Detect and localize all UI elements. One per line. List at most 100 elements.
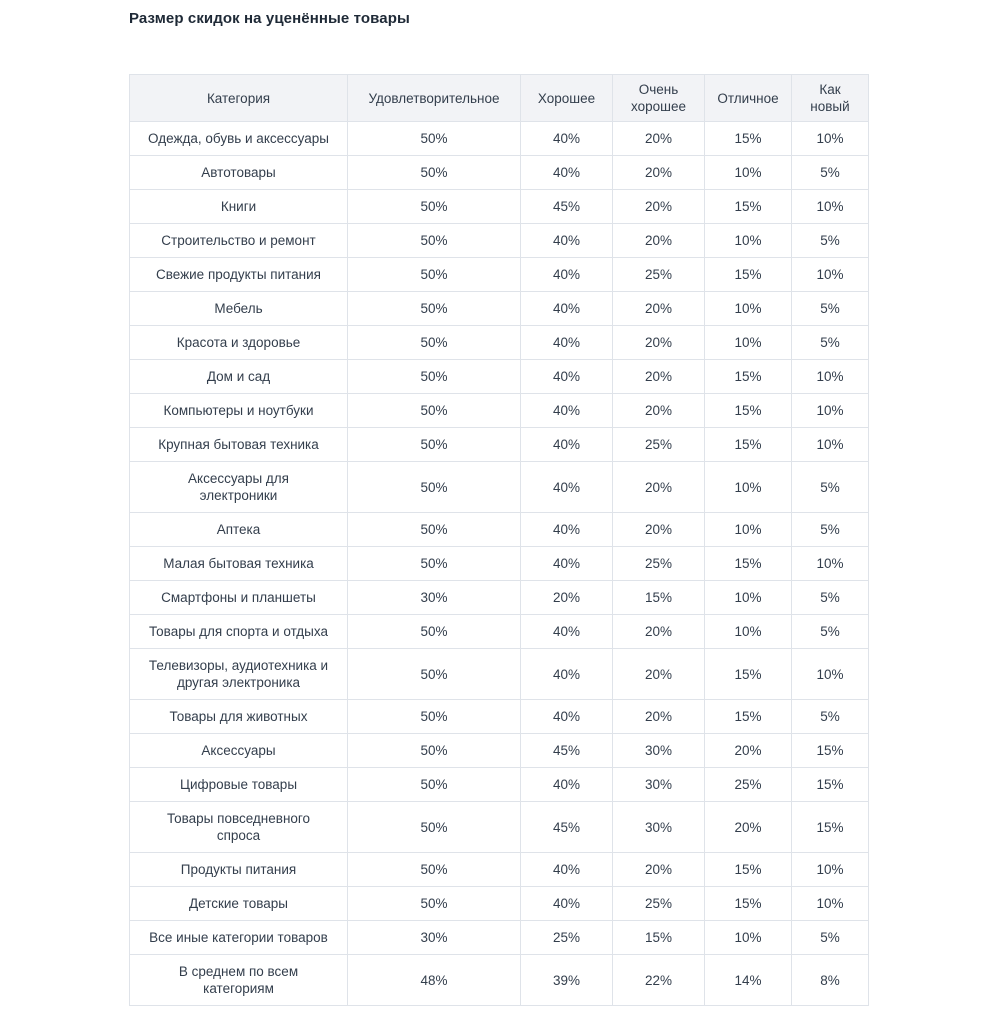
table-row: В среднем по всем категориям 48% 39% 22% 14%… <box>129 954 869 1006</box>
value-cell: 50% <box>347 512 521 547</box>
value-cell: 10% <box>791 648 869 700</box>
category-cell: Смартфоны и планшеты <box>129 580 348 615</box>
value-cell: 40% <box>520 257 613 292</box>
value-cell: 50% <box>347 648 521 700</box>
value-cell: 25% <box>612 257 705 292</box>
value-cell: 10% <box>704 580 792 615</box>
value-cell: 22% <box>612 954 705 1006</box>
value-cell: 5% <box>791 580 869 615</box>
value-cell: 40% <box>520 648 613 700</box>
value-cell: 5% <box>791 155 869 190</box>
value-cell: 45% <box>520 189 613 224</box>
table-row: Товары для животных 50% 40% 20% 15% 5% <box>129 699 869 734</box>
value-cell: 25% <box>704 767 792 802</box>
category-cell: Малая бытовая техника <box>129 546 348 581</box>
value-cell: 30% <box>612 801 705 853</box>
value-cell: 50% <box>347 393 521 428</box>
table-row: Все иные категории товаров 30% 25% 15% 10% 5% <box>129 920 869 955</box>
value-cell: 10% <box>791 546 869 581</box>
value-cell: 40% <box>520 359 613 394</box>
value-cell: 20% <box>704 801 792 853</box>
value-cell: 50% <box>347 767 521 802</box>
value-cell: 10% <box>791 121 869 156</box>
category-cell: Все иные категории товаров <box>129 920 348 955</box>
value-cell: 50% <box>347 257 521 292</box>
value-cell: 50% <box>347 461 521 513</box>
table-row: Автотовары 50% 40% 20% 10% 5% <box>129 155 869 190</box>
column-header: Отличное <box>704 74 792 122</box>
value-cell: 25% <box>612 886 705 921</box>
value-cell: 15% <box>704 886 792 921</box>
value-cell: 15% <box>612 920 705 955</box>
value-cell: 30% <box>347 920 521 955</box>
table-row: Аптека 50% 40% 20% 10% 5% <box>129 512 869 547</box>
value-cell: 40% <box>520 852 613 887</box>
value-cell: 15% <box>704 121 792 156</box>
value-cell: 10% <box>704 920 792 955</box>
value-cell: 39% <box>520 954 613 1006</box>
value-cell: 20% <box>612 461 705 513</box>
value-cell: 15% <box>704 546 792 581</box>
table-row: Одежда, обувь и аксессуары 50% 40% 20% 15% 10… <box>129 121 869 156</box>
value-cell: 10% <box>791 189 869 224</box>
value-cell: 20% <box>520 580 613 615</box>
value-cell: 40% <box>520 325 613 360</box>
value-cell: 15% <box>704 359 792 394</box>
table-header-row: Категория Удовлетворительное Хорошее Очень … <box>129 74 869 122</box>
value-cell: 20% <box>612 121 705 156</box>
value-cell: 5% <box>791 512 869 547</box>
category-cell: Свежие продукты питания <box>129 257 348 292</box>
value-cell: 45% <box>520 733 613 768</box>
value-cell: 20% <box>612 291 705 326</box>
value-cell: 10% <box>791 257 869 292</box>
value-cell: 50% <box>347 699 521 734</box>
value-cell: 50% <box>347 801 521 853</box>
value-cell: 20% <box>612 648 705 700</box>
table-row: Телевизоры, аудиотехника и другая электр… <box>129 648 869 700</box>
value-cell: 30% <box>347 580 521 615</box>
category-cell: Компьютеры и ноутбуки <box>129 393 348 428</box>
table-row: Детские товары 50% 40% 25% 15% 10% <box>129 886 869 921</box>
value-cell: 40% <box>520 767 613 802</box>
value-cell: 15% <box>704 852 792 887</box>
value-cell: 15% <box>704 427 792 462</box>
table-row: Мебель 50% 40% 20% 10% 5% <box>129 291 869 326</box>
category-cell: Товары для животных <box>129 699 348 734</box>
value-cell: 10% <box>704 325 792 360</box>
value-cell: 20% <box>612 359 705 394</box>
value-cell: 5% <box>791 920 869 955</box>
value-cell: 15% <box>704 699 792 734</box>
discount-table: Категория Удовлетворительное Хорошее Очень … <box>129 74 869 1006</box>
value-cell: 20% <box>612 512 705 547</box>
value-cell: 5% <box>791 699 869 734</box>
value-cell: 20% <box>612 189 705 224</box>
value-cell: 40% <box>520 223 613 258</box>
value-cell: 20% <box>612 325 705 360</box>
category-cell: Детские товары <box>129 886 348 921</box>
value-cell: 40% <box>520 886 613 921</box>
value-cell: 10% <box>704 461 792 513</box>
category-cell: Продукты питания <box>129 852 348 887</box>
column-header: Удовлетворительное <box>347 74 521 122</box>
category-cell: Аксессуары <box>129 733 348 768</box>
value-cell: 20% <box>704 733 792 768</box>
category-cell: Аптека <box>129 512 348 547</box>
table-row: Смартфоны и планшеты 30% 20% 15% 10% 5% <box>129 580 869 615</box>
value-cell: 15% <box>791 767 869 802</box>
value-cell: 50% <box>347 121 521 156</box>
value-cell: 10% <box>704 155 792 190</box>
column-header: Хорошее <box>520 74 613 122</box>
table-row: Дом и сад 50% 40% 20% 15% 10% <box>129 359 869 394</box>
table-row: Крупная бытовая техника 50% 40% 25% 15% 10% <box>129 427 869 462</box>
value-cell: 15% <box>791 801 869 853</box>
category-cell: Строительство и ремонт <box>129 223 348 258</box>
category-cell: Дом и сад <box>129 359 348 394</box>
category-cell: Товары для спорта и отдыха <box>129 614 348 649</box>
category-cell: Автотовары <box>129 155 348 190</box>
value-cell: 20% <box>612 393 705 428</box>
value-cell: 10% <box>791 427 869 462</box>
column-header: Как новый <box>791 74 869 122</box>
value-cell: 15% <box>612 580 705 615</box>
value-cell: 25% <box>520 920 613 955</box>
column-header: Категория <box>129 74 348 122</box>
